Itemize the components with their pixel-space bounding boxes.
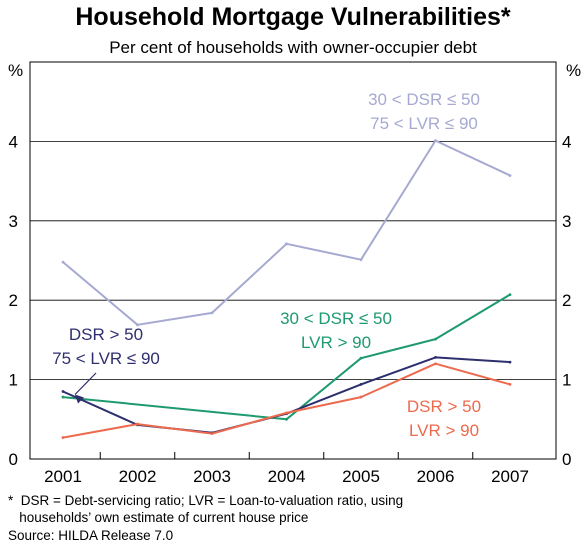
series-label-1-line-1: 30 < DSR ≤ 50 [368,90,480,109]
source-note: Source: HILDA Release 7.0 [8,528,173,543]
series-label-1-line-2: 75 < LVR ≤ 90 [370,114,478,133]
series-4-point-2006 [434,362,437,366]
series-2-point-2005 [359,356,363,360]
series-3-point-2001 [61,390,65,393]
annotation-arrow-head [75,394,84,404]
annotation-arrow-shaft [74,372,97,395]
series-4-point-2004 [285,411,288,415]
series-4-point-2007 [508,382,512,386]
y-unit-right: % [566,61,581,80]
x-tick-2004: 2004 [268,467,306,486]
x-tick-2003: 2003 [193,467,231,486]
series-1-point-2001 [61,260,65,264]
series-2-point-2007 [508,293,512,297]
chart-subtitle: Per cent of households with owner-occupi… [109,38,477,57]
series-3-point-2006 [434,355,437,359]
y-tick-left-0: 0 [9,450,18,469]
y-tick-right-1: 1 [562,371,571,390]
series-label-3-line-2: 75 < LVR ≤ 90 [52,349,160,368]
y-tick-right-2: 2 [562,291,571,310]
series-1-point-2003 [210,311,214,315]
series-line-1 [62,139,511,326]
series-label-2-line-2: LVR > 90 [301,333,371,352]
series-2-point-2001 [61,395,65,399]
series-1-point-2005 [359,258,363,262]
plot-frame [29,61,557,460]
series-3-point-2007 [508,360,512,364]
series-4-point-2002 [136,422,139,426]
series-3-point-2005 [359,382,363,386]
series-label-4-line-2: LVR > 90 [409,421,479,440]
series-2-point-2004 [285,417,288,421]
x-tick-2002: 2002 [119,467,157,486]
footnote-line-1: * DSR = Debt-servicing ratio; LVR = Loan… [8,493,403,508]
series-1-point-2007 [508,174,512,177]
y-unit-left: % [8,61,23,80]
series-label-2-line-1: 30 < DSR ≤ 50 [280,309,392,328]
series-4-point-2005 [359,395,363,399]
y-tick-right-3: 3 [562,212,571,231]
series-label-4-line-1: DSR > 50 [407,397,481,416]
series-1-point-2006 [434,139,437,143]
x-tick-2005: 2005 [342,467,380,486]
footnote-line-2: households’ own estimate of current hous… [8,510,308,525]
series-1-point-2004 [285,242,288,246]
chart-title: Household Mortgage Vulnerabilities* [75,3,511,31]
x-tick-2007: 2007 [491,467,529,486]
y-tick-right-0: 0 [562,450,571,469]
x-tick-2006: 2006 [417,467,455,486]
series-label-3-line-1: DSR > 50 [69,325,143,344]
y-tick-left-1: 1 [9,371,18,390]
series-1-point-2002 [136,323,139,327]
y-tick-left-4: 4 [9,132,18,151]
y-tick-left-2: 2 [9,291,18,310]
series-4-point-2003 [210,432,214,435]
y-tick-left-3: 3 [9,212,18,231]
series-2-point-2006 [434,337,437,341]
x-tick-2001: 2001 [44,467,82,486]
series-4-point-2001 [61,436,65,439]
y-tick-right-4: 4 [562,132,571,151]
